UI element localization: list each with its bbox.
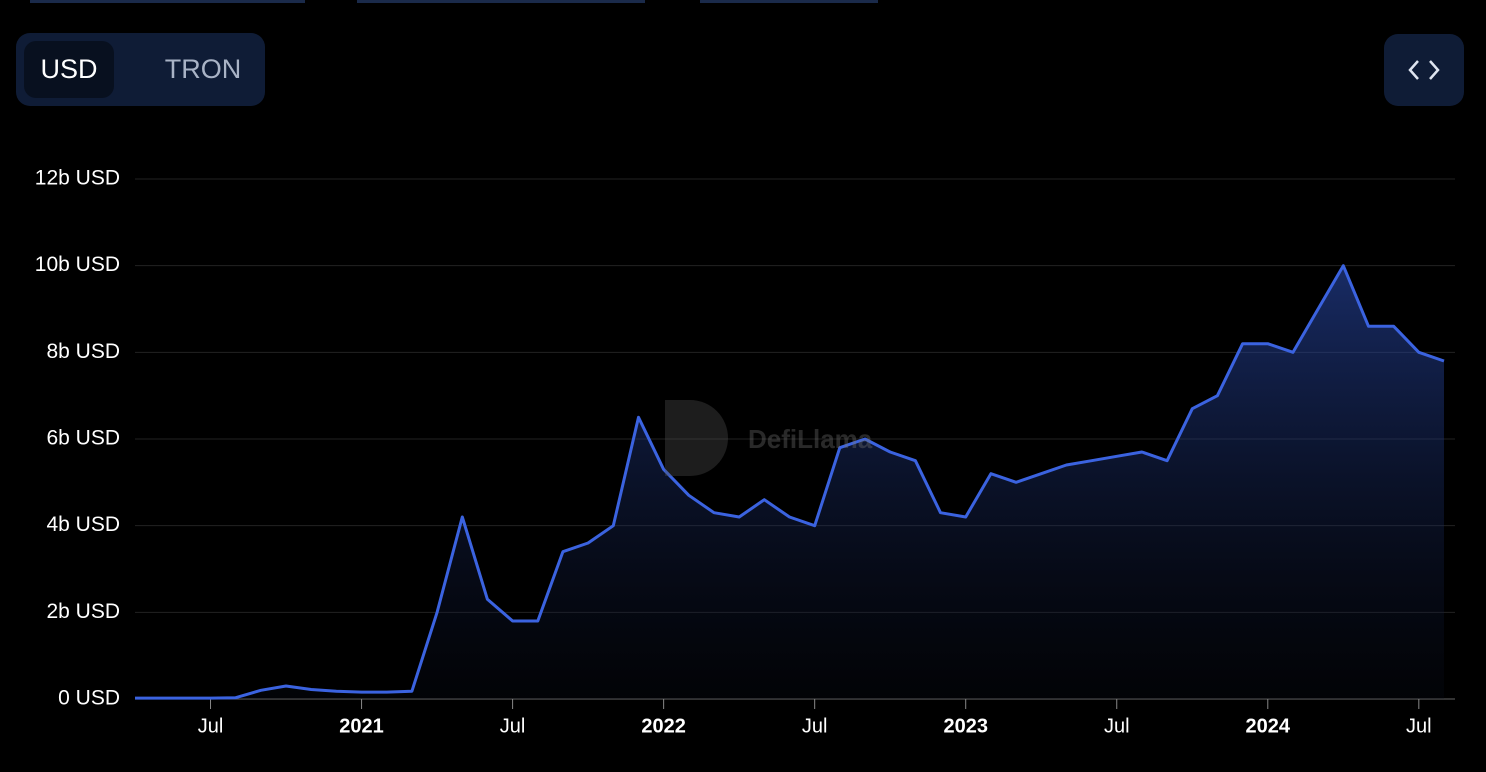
x-tick-label: Jul [1406,715,1432,737]
plot: 0 USD 2b USD 4b USD 6b USD 8b USD 10b USD 12b … [35,167,1455,737]
embed-icon[interactable] [1408,60,1419,80]
y-tick-label: 4b USD [46,513,120,536]
area-fill [135,265,1444,699]
y-tick-label: 10b USD [35,253,120,276]
top-tab [700,0,878,3]
watermark-logo [665,400,728,476]
x-tick-label: Jul [802,715,828,737]
y-tick-label: 0 USD [58,687,120,710]
top-tab [30,0,305,3]
top-tab [357,0,645,3]
x-tick-label: 2022 [641,715,686,737]
y-tick-label: 6b USD [46,427,120,450]
toggle-button[interactable]: USD [40,54,97,84]
embed-bg[interactable] [1384,34,1464,106]
y-tick-label: 2b USD [46,600,120,623]
y-tick-label: 8b USD [46,340,120,363]
line [135,264,1445,700]
x-tick-label: 2023 [943,715,988,737]
watermark-text: DefiLlama [748,424,873,454]
x-tick-label: Jul [500,715,526,737]
toggle-active[interactable] [24,41,114,98]
x-tick-label: 2024 [1246,715,1291,737]
x-tick-label: 2021 [339,715,384,737]
embed-button[interactable] [1384,34,1464,106]
x-tick-label: Jul [198,715,224,737]
watermark: DefiLlama [665,400,873,476]
toggle-button[interactable]: TRON [165,54,242,84]
embed-icon[interactable] [1429,60,1440,80]
x-tick-label: Jul [1104,715,1130,737]
y-tick-label: 12b USD [35,167,120,190]
